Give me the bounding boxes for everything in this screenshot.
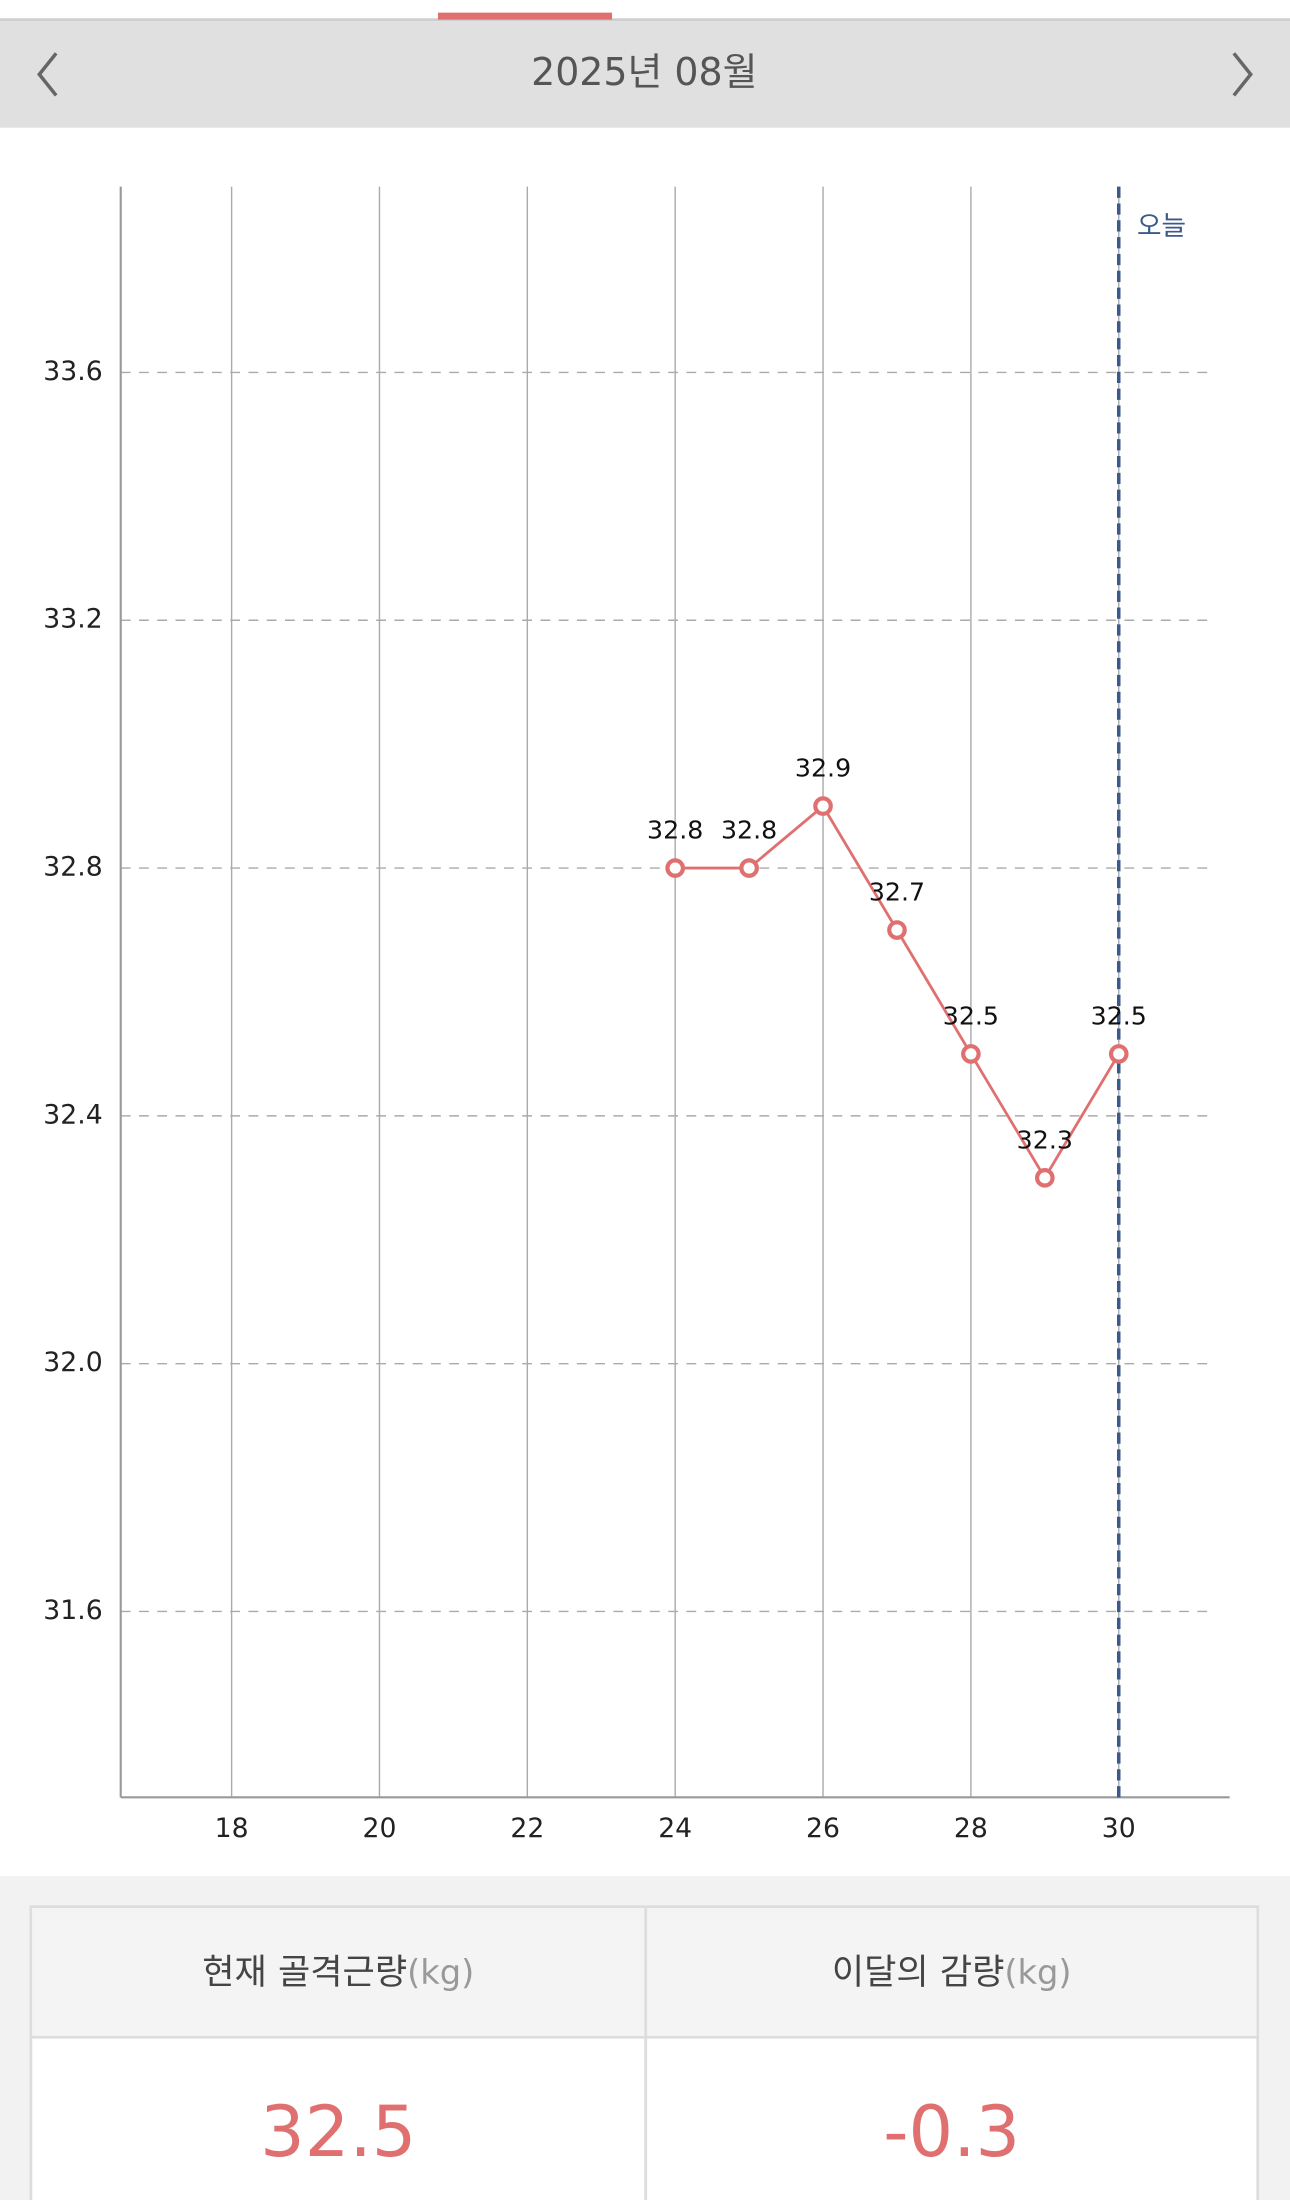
x-tick-label: 24 (658, 1813, 692, 1844)
y-tick-label: 31.6 (43, 1595, 102, 1626)
data-point (961, 1044, 981, 1064)
y-tick-label: 32.0 (43, 1347, 102, 1378)
today-label: 오늘 (1137, 211, 1186, 242)
active-tab-indicator (437, 12, 613, 20)
data-point (887, 920, 907, 940)
summary-unit: (kg) (1004, 1953, 1071, 1992)
month-header (0, 21, 1290, 128)
data-label: 32.5 (1091, 1001, 1147, 1030)
x-tick-label: 26 (806, 1813, 840, 1844)
chart: 18 20 22 24 26 28 30 33.6 33.2 32.8 32.4 32.0 31.6 오늘… (43, 186, 1230, 1844)
summary-label: 이달의 감량 (832, 1952, 1005, 1993)
y-tick-label: 33.6 (43, 356, 102, 387)
data-label: 32.7 (869, 878, 925, 907)
summary-value: -0.3 (883, 2091, 1020, 2173)
y-tick-label: 32.8 (43, 852, 102, 883)
y-tick-label: 32.4 (43, 1099, 102, 1130)
data-point (1034, 1167, 1055, 1188)
x-tick-label: 30 (1102, 1813, 1136, 1844)
y-tick-label: 33.2 (43, 604, 102, 635)
x-tick-label: 22 (510, 1813, 544, 1844)
data-point (1108, 1044, 1129, 1064)
month-title: 2025년 08월 (531, 50, 757, 94)
summary-header: 현재 골격근량(kg) (202, 1952, 474, 1993)
data-label: 32.3 (1017, 1125, 1073, 1154)
summary-unit: (kg) (407, 1953, 474, 1992)
data-label: 32.5 (943, 1001, 999, 1030)
data-point (813, 796, 833, 816)
data-label: 32.9 (795, 754, 851, 783)
x-tick-label: 18 (215, 1813, 249, 1844)
data-point (665, 858, 686, 878)
next-month-button[interactable] (1232, 52, 1253, 97)
data-point (739, 858, 759, 878)
summary-header: 이달의 감량(kg) (832, 1952, 1072, 1993)
summary-value: 32.5 (260, 2091, 416, 2173)
summary-label: 현재 골격근량 (202, 1952, 407, 1993)
data-label: 32.8 (647, 816, 703, 845)
data-label: 32.8 (721, 816, 777, 845)
x-tick-label: 28 (954, 1813, 988, 1844)
x-tick-label: 20 (363, 1813, 397, 1844)
prev-month-button[interactable] (37, 52, 58, 97)
